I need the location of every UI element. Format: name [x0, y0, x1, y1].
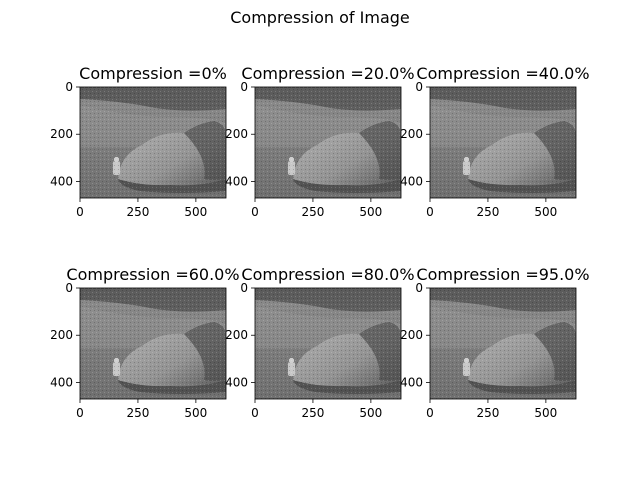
y-tick-label: 400: [50, 375, 73, 389]
moon-image: [255, 288, 401, 399]
x-tick-label: 500: [534, 406, 557, 420]
panel-title: Compression =60.0%: [66, 265, 239, 284]
moon-image: [80, 87, 226, 198]
panel-title: Compression =80.0%: [241, 265, 414, 284]
y-tick-label: 400: [225, 375, 248, 389]
y-tick-label: 200: [50, 127, 73, 141]
axes-frame: [79, 86, 227, 199]
axes-frame: [429, 86, 577, 199]
x-tick-label: 250: [301, 406, 324, 420]
x-tick-label: 0: [76, 205, 84, 219]
x-tick-label: 0: [251, 406, 259, 420]
x-tick-label: 250: [126, 205, 149, 219]
x-tick-label: 250: [476, 406, 499, 420]
moon-image: [255, 87, 401, 198]
axes-frame: [429, 287, 577, 400]
x-tick-label: 500: [359, 205, 382, 219]
axes-frame: [79, 287, 227, 400]
panel-title: Compression =0%: [79, 64, 227, 83]
subplot-grid: Compression =0%0 250 5000200400Compression…: [50, 64, 589, 420]
panel-title: Compression =20.0%: [241, 64, 414, 83]
moon-image: [80, 288, 226, 399]
image-panel: Compression =0% 0 250 500 0 200 400: [50, 64, 227, 219]
y-tick-label: 0: [240, 80, 248, 94]
y-tick-label: 200: [225, 328, 248, 342]
x-tick-label: 500: [184, 406, 207, 420]
x-tick-label: 250: [126, 406, 149, 420]
panel-title: Compression =95.0%: [416, 265, 589, 284]
y-tick-label: 0: [415, 281, 423, 295]
x-tick-label: 250: [476, 205, 499, 219]
x-tick-label: 0: [426, 205, 434, 219]
axes-frame: [254, 86, 402, 199]
panel-title: Compression =40.0%: [416, 64, 589, 83]
y-tick-label: 0: [240, 281, 248, 295]
y-tick-label: 400: [225, 174, 248, 188]
y-tick-label: 400: [50, 174, 73, 188]
x-tick-label: 500: [184, 205, 207, 219]
y-tick-label: 400: [400, 375, 423, 389]
axes-frame: [254, 287, 402, 400]
y-tick-label: 200: [50, 328, 73, 342]
figure-title: Compression of Image: [230, 8, 410, 27]
x-tick-label: 0: [426, 406, 434, 420]
moon-image: [430, 288, 576, 399]
x-tick-label: 0: [76, 406, 84, 420]
y-tick-label: 200: [225, 127, 248, 141]
x-tick-label: 500: [534, 205, 557, 219]
x-tick-label: 500: [359, 406, 382, 420]
x-tick-label: 250: [301, 205, 324, 219]
x-tick-label: 0: [251, 205, 259, 219]
y-tick-label: 0: [65, 281, 73, 295]
y-tick-label: 0: [415, 80, 423, 94]
y-tick-label: 200: [400, 127, 423, 141]
y-tick-label: 400: [400, 174, 423, 188]
moon-image: [430, 87, 576, 198]
y-tick-label: 0: [65, 80, 73, 94]
y-tick-label: 200: [400, 328, 423, 342]
